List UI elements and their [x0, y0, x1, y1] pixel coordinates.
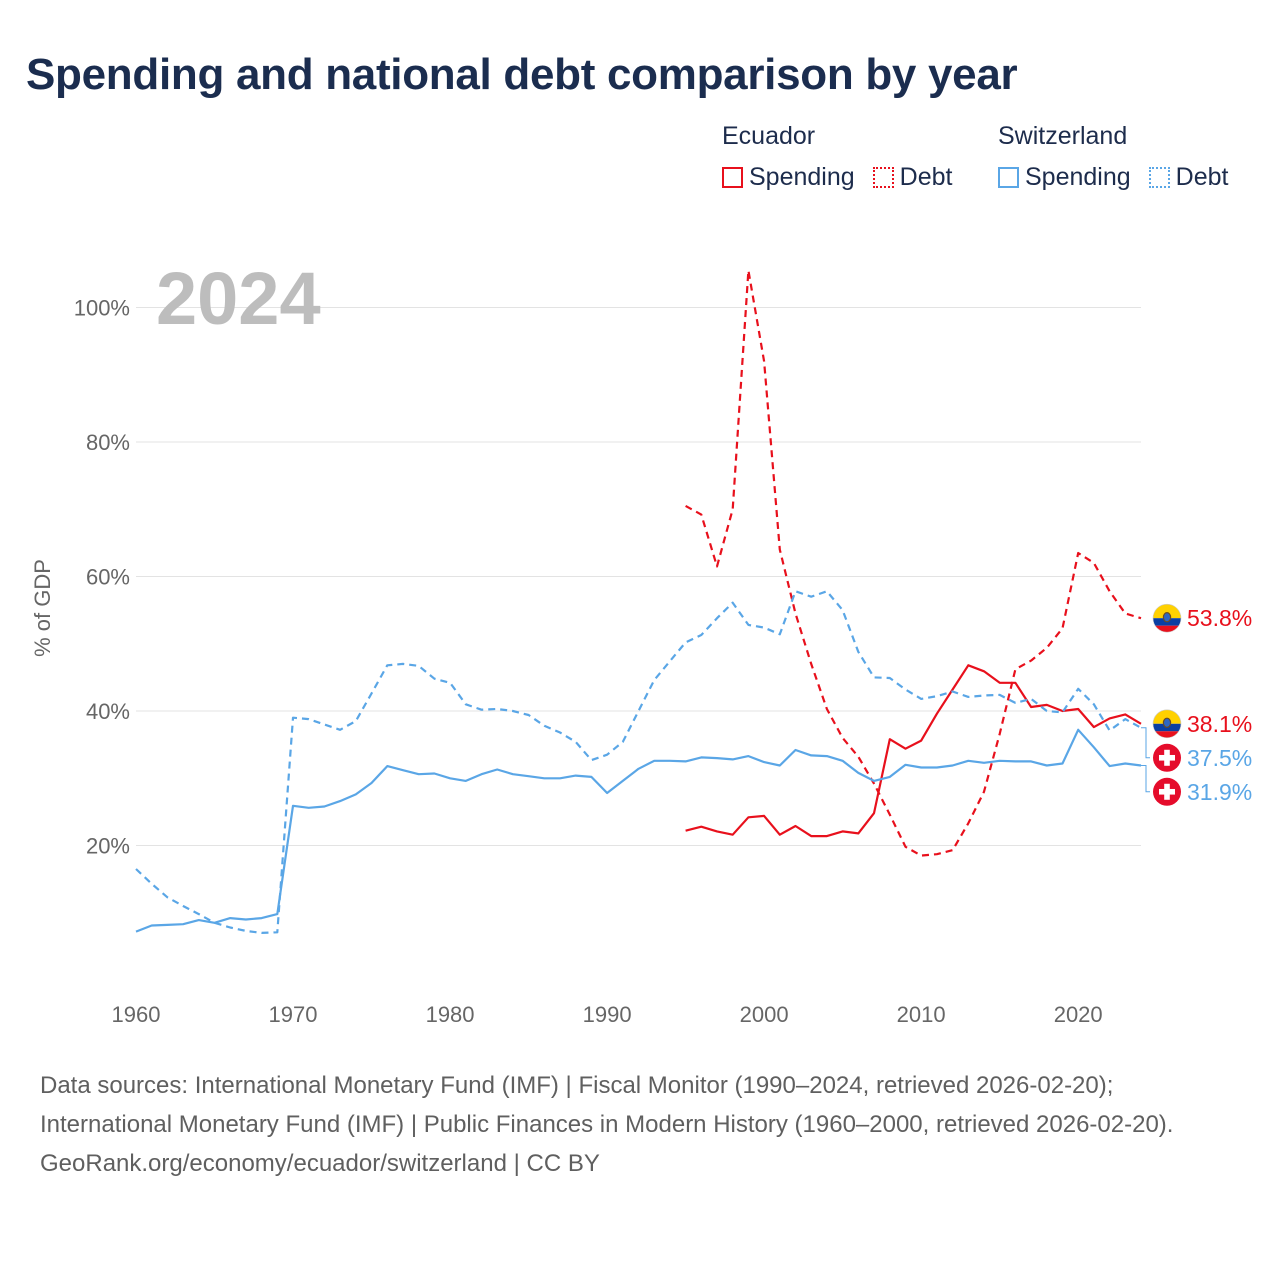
switzerland-flag-icon	[1153, 743, 1181, 772]
y-tick-label: 100%	[74, 296, 130, 321]
flag-outline	[1152, 603, 1182, 633]
flag-stripe-red	[1153, 731, 1181, 738]
legend-ecuador-debt[interactable]: Debt	[872, 163, 953, 192]
legend-item-label: Debt	[1175, 163, 1229, 191]
x-tick-label: 2010	[897, 1002, 946, 1027]
series-line-ecuador-spending	[685, 664, 1142, 838]
flag-stripe-red	[1153, 625, 1181, 633]
legend-switzerland: Switzerland Spending Debt	[998, 122, 1228, 192]
data-sources: Data sources: International Monetary Fun…	[40, 1072, 1174, 1138]
legend-item-label: Spending	[749, 163, 855, 191]
legend-swatch-ecuador-spending	[722, 167, 743, 188]
ecuador-flag-icon	[1152, 709, 1182, 739]
chart-title: Spending and national debt comparison by…	[26, 50, 1018, 99]
legend-switzerland-spending[interactable]: Spending	[998, 163, 1131, 192]
legend-ecuador-spending[interactable]: Spending	[722, 163, 855, 192]
flag-stripe-yellow	[1153, 604, 1181, 619]
legend-item-label: Spending	[1025, 163, 1131, 191]
x-tick-label: 2000	[740, 1002, 789, 1027]
legend-swatch-switzerland-debt	[1148, 167, 1170, 188]
label-leader-switzerland-debt	[1141, 727, 1150, 759]
legend-country-label: Ecuador	[722, 122, 816, 150]
footer: Data sources: International Monetary Fun…	[40, 1066, 1240, 1183]
series-line-ecuador-debt	[685, 269, 1142, 857]
x-tick-label: 1990	[583, 1002, 632, 1027]
series-line-switzerland-spending	[135, 728, 1142, 933]
switzerland-flag-icon	[1153, 777, 1181, 806]
y-tick-label: 80%	[86, 430, 130, 455]
x-tick-label: 1960	[112, 1002, 161, 1027]
y-tick-label: 60%	[86, 565, 130, 590]
cross-horizontal	[1159, 788, 1175, 795]
legend-switzerland-debt[interactable]: Debt	[1148, 163, 1229, 192]
end-label-switzerland-spending: 31.9%	[1187, 779, 1252, 805]
legend-swatch-ecuador-debt	[872, 167, 894, 188]
legend-country-label: Switzerland	[998, 122, 1128, 150]
cross-horizontal	[1159, 754, 1175, 761]
credit-link[interactable]: GeoRank.org/economy/ecuador/switzerland …	[40, 1150, 600, 1177]
line-chart: 20% 40% 60% 80% 100% 1960 1970 1980 1990 2000 2010…	[30, 257, 1252, 1027]
end-label-ecuador-debt: 53.8%	[1187, 605, 1252, 631]
year-label: 2024	[156, 257, 321, 340]
y-axis-label: % of GDP	[30, 559, 55, 657]
y-tick-label: 20%	[86, 834, 130, 859]
x-tick-label: 2020	[1054, 1002, 1103, 1027]
y-tick-label: 40%	[86, 699, 130, 724]
flag-outline	[1152, 709, 1182, 739]
end-label-switzerland-debt: 37.5%	[1187, 745, 1252, 771]
ecuador-flag-icon	[1152, 603, 1182, 633]
series-line-switzerland-debt	[135, 590, 1142, 935]
x-tick-label: 1970	[269, 1002, 318, 1027]
legend-ecuador: Ecuador Spending Debt	[722, 122, 952, 192]
flag-stripe-yellow	[1153, 709, 1181, 724]
end-label-ecuador-spending: 38.1%	[1187, 711, 1252, 737]
coat-of-arms-icon	[1162, 611, 1172, 623]
coat-of-arms-icon	[1162, 717, 1172, 728]
legend-swatch-switzerland-spending	[998, 167, 1019, 188]
label-leader-switzerland-spending	[1141, 765, 1150, 793]
x-tick-label: 1980	[426, 1002, 475, 1027]
legend-item-label: Debt	[899, 163, 953, 191]
